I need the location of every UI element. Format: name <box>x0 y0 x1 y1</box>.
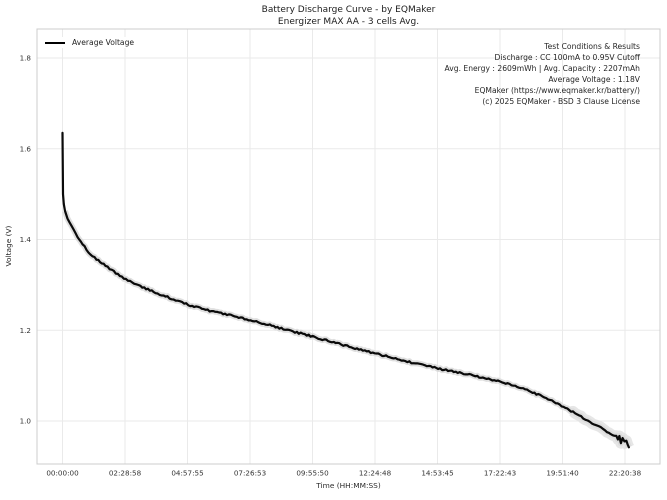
annotation-line: (c) 2025 EQMaker - BSD 3 Clause License <box>482 96 640 106</box>
x-tick-label: 02:28:58 <box>109 469 142 478</box>
annotation-line: Discharge : CC 100mA to 0.95V Cutoff <box>494 52 640 62</box>
legend-label: Average Voltage <box>72 38 135 47</box>
x-tick-label: 14:53:45 <box>421 469 453 478</box>
annotation-line: Average Voltage : 1.18V <box>548 74 640 84</box>
x-tick-label: 00:00:00 <box>46 469 79 478</box>
y-tick-label: 1.8 <box>20 54 32 63</box>
y-axis-label: Voltage (V) <box>4 225 13 266</box>
average-voltage-line <box>61 131 630 449</box>
annotation-line: EQMaker (https://www.eqmaker.kr/battery/… <box>474 85 640 95</box>
y-tick-label: 1.0 <box>20 417 32 426</box>
annotation-line: Test Conditions & Results <box>544 42 640 51</box>
stddev-band <box>62 209 634 451</box>
chart-subtitle: Energizer MAX AA - 3 cells Avg. <box>277 16 420 27</box>
grid-layer <box>37 29 660 464</box>
y-tick-label: 1.4 <box>20 235 32 244</box>
test-conditions-annotation: Test Conditions & Results Discharge : CC… <box>445 42 641 107</box>
x-tick-label: 22:20:38 <box>609 469 642 478</box>
x-tick-label: 04:57:55 <box>171 469 203 478</box>
y-tick-label: 1.2 <box>20 326 31 335</box>
y-tick-labels: 1.8 1.6 1.4 1.2 1.0 <box>20 54 32 426</box>
x-tick-label: 19:51:40 <box>546 469 579 478</box>
x-tick-label: 09:55:50 <box>296 469 329 478</box>
x-axis-label: Time (HH:MM:SS) <box>315 481 381 490</box>
band-main <box>62 209 632 449</box>
voltage-curve <box>61 131 630 449</box>
x-tick-label: 17:22:43 <box>484 469 516 478</box>
chart-title-block: Battery Discharge Curve - by EQMaker Ene… <box>37 5 660 28</box>
annotation-line: Avg. Energy : 2609mWh | Avg. Capacity : … <box>444 63 641 73</box>
x-tick-label: 12:24:48 <box>359 469 392 478</box>
chart-title: Battery Discharge Curve - by EQMaker <box>261 5 436 15</box>
plot-frame <box>36 28 661 465</box>
legend: Average Voltage <box>42 37 138 48</box>
y-tick-label: 1.6 <box>20 144 32 153</box>
legend-line-sample <box>45 41 65 44</box>
x-tick-labels: 00:00:00 02:28:58 04:57:55 07:26:53 09:55:50… <box>46 469 641 478</box>
x-tick-label: 07:26:53 <box>234 469 266 478</box>
